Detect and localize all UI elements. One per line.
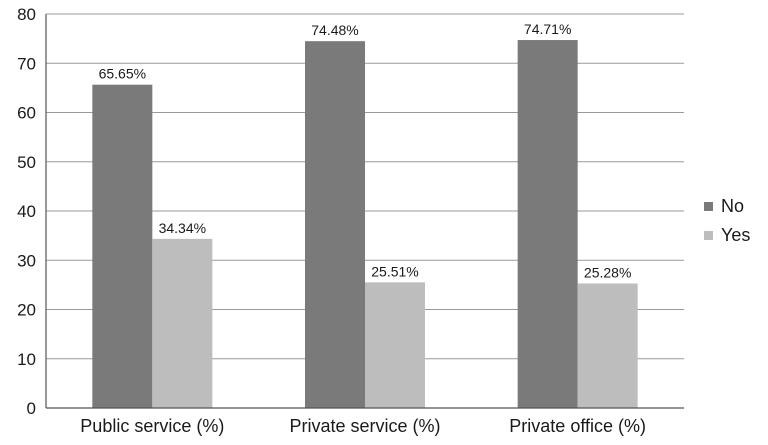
axes [45, 14, 684, 409]
bars [92, 40, 638, 408]
legend-swatch-yes [704, 231, 713, 240]
y-tick-label: 10 [17, 350, 36, 369]
y-tick-label: 80 [17, 5, 36, 24]
data-label: 25.28% [584, 264, 631, 280]
bar-yes-1 [152, 238, 213, 408]
category-label: Private service (%) [289, 416, 440, 436]
y-tick-label: 40 [17, 202, 36, 221]
y-tick-label: 50 [17, 153, 36, 172]
y-tick-label: 30 [17, 251, 36, 270]
category-label: Private office (%) [509, 416, 646, 436]
legend-label: Yes [721, 225, 750, 245]
legend: No Yes [704, 196, 750, 245]
bar-no-3 [517, 40, 578, 408]
data-label: 25.51% [371, 263, 418, 279]
y-tick-label: 60 [17, 104, 36, 123]
bar-no-1 [92, 84, 153, 408]
bar-yes-3 [577, 283, 638, 408]
data-label: 34.34% [159, 220, 206, 236]
bar-yes-2 [365, 282, 425, 408]
data-label: 74.71% [524, 21, 571, 37]
y-tick-label: 0 [27, 399, 36, 418]
data-label: 65.65% [99, 66, 146, 82]
legend-swatch-no [704, 202, 713, 211]
y-tick-label: 70 [17, 54, 36, 73]
category-label: Public service (%) [80, 416, 224, 436]
x-axis-category-labels: Public service (%) Private service (%) Pri… [80, 416, 646, 436]
bar-no-2 [305, 41, 365, 408]
y-axis-tick-labels: 0 10 20 30 40 50 60 70 80 [17, 5, 36, 418]
data-labels: 65.65% 34.34% 74.48% 25.51% 74.71% 25.28% [99, 21, 632, 280]
data-label: 74.48% [311, 22, 358, 38]
y-tick-label: 20 [17, 301, 36, 320]
legend-label: No [721, 196, 744, 216]
